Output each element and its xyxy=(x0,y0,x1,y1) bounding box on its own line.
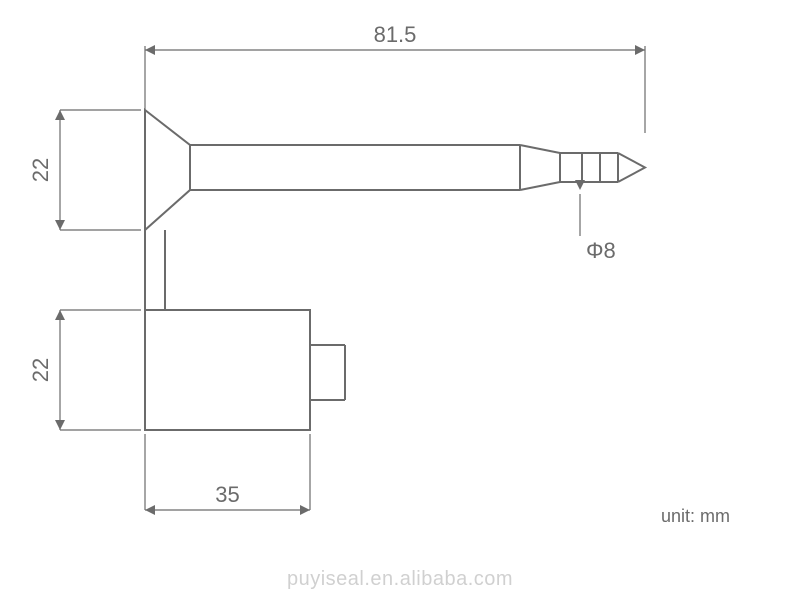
taper-top xyxy=(520,145,560,153)
unit-label: unit: mm xyxy=(661,506,730,527)
watermark: puyiseal.en.alibaba.com xyxy=(0,568,800,591)
bolt-head xyxy=(145,110,190,230)
dim-22b-label: 22 xyxy=(28,358,53,382)
taper-bot xyxy=(520,182,560,190)
arrowhead xyxy=(55,420,65,430)
lock-body xyxy=(145,310,310,430)
arrowhead xyxy=(55,220,65,230)
arrowhead xyxy=(635,45,645,55)
dim-phi8-label: Φ8 xyxy=(586,238,616,263)
dim-35-label: 35 xyxy=(215,482,239,507)
arrowhead xyxy=(55,110,65,120)
arrowhead xyxy=(55,310,65,320)
bolt-tip xyxy=(618,153,645,182)
arrowhead xyxy=(300,505,310,515)
arrowhead xyxy=(145,45,155,55)
dim-22a-label: 22 xyxy=(28,158,53,182)
dim-81-label: 81.5 xyxy=(374,22,417,47)
arrowhead xyxy=(575,180,585,190)
arrowhead xyxy=(145,505,155,515)
